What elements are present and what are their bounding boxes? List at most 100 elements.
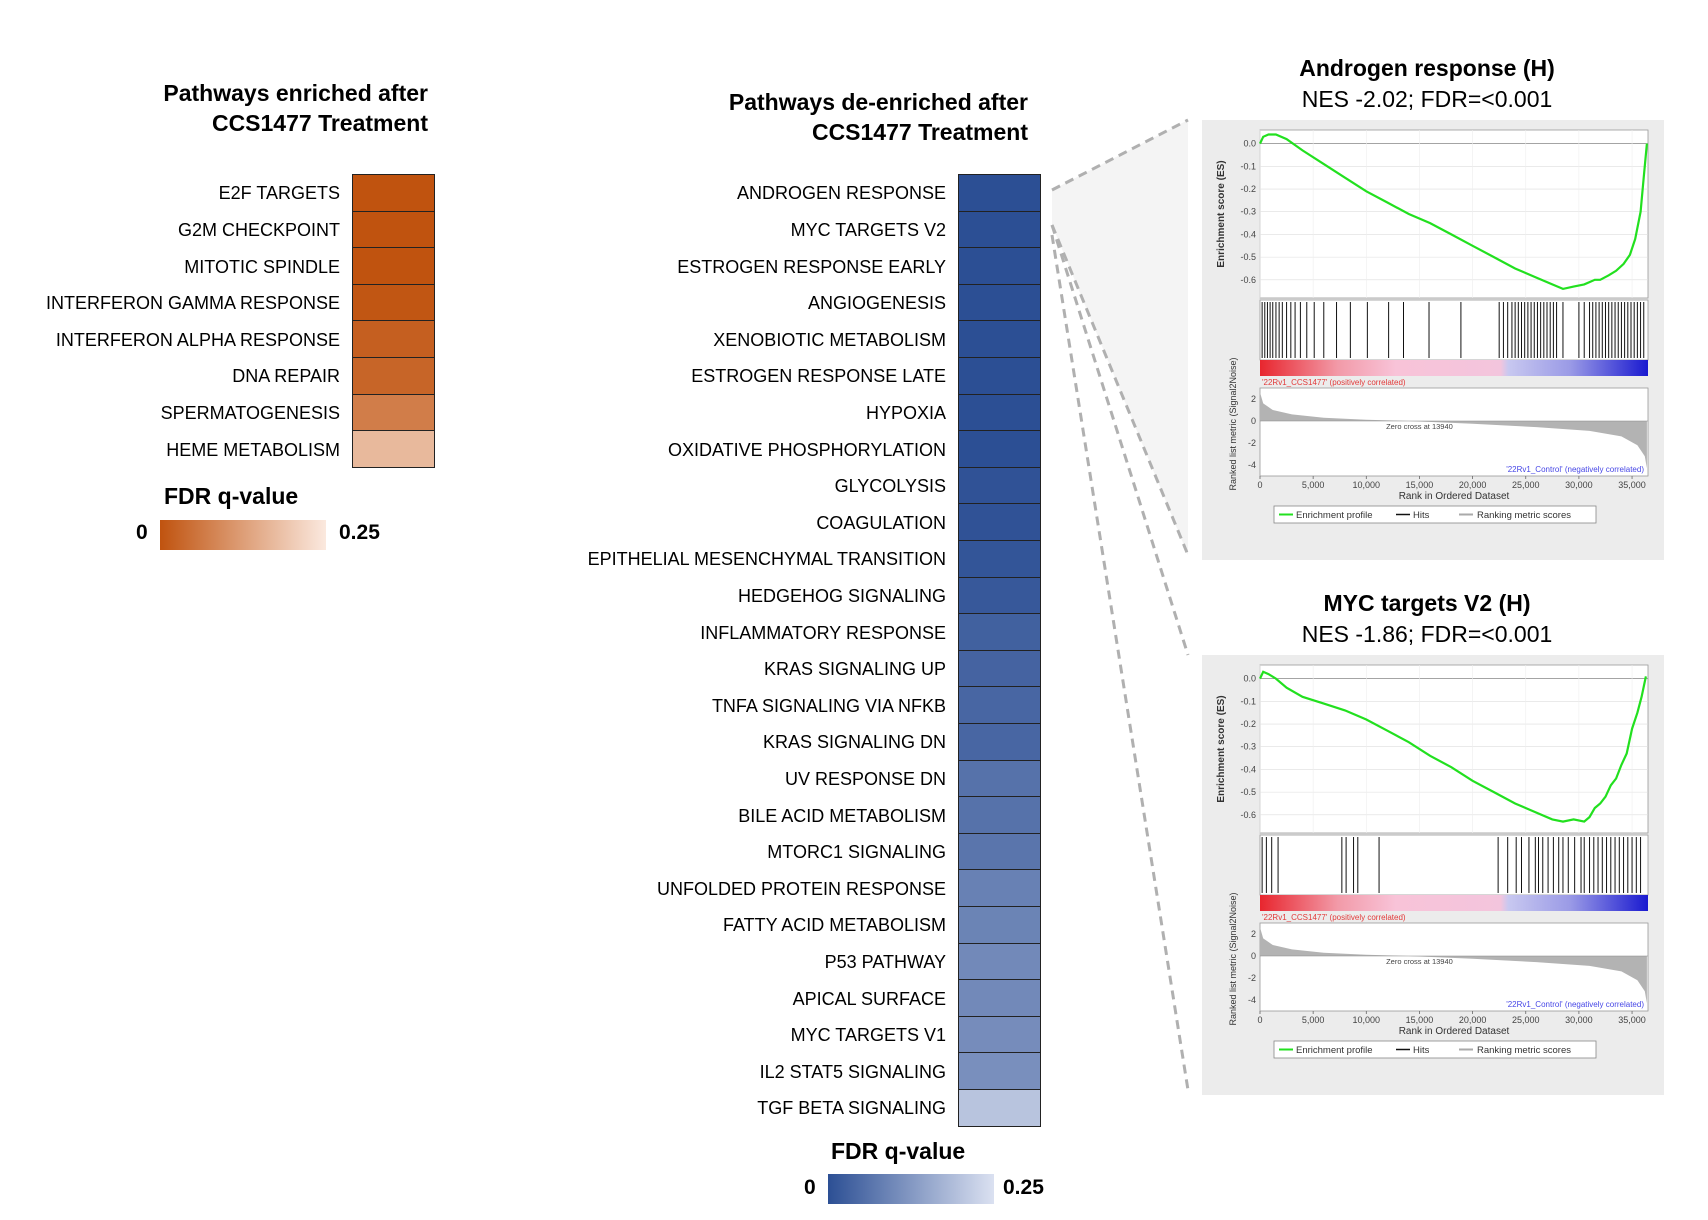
es-tick-label: -0.1 bbox=[1240, 696, 1256, 706]
x-tick-label: 10,000 bbox=[1353, 1015, 1381, 1025]
negatively-correlated-label: '22Rv1_Control' (negatively correlated) bbox=[1506, 1000, 1644, 1009]
ranking-tick-label: -2 bbox=[1248, 973, 1256, 983]
gsea-androgen-title: Androgen response (H) NES -2.02; FDR=<0.… bbox=[1197, 53, 1657, 114]
heatmap-row-label: E2F TARGETS bbox=[218, 183, 340, 204]
ranking-panel bbox=[1259, 922, 1649, 1012]
x-tick-label: 25,000 bbox=[1512, 1015, 1540, 1025]
heatmap-cell bbox=[958, 210, 1041, 249]
es-tick-label: -0.1 bbox=[1240, 161, 1256, 171]
heatmap-row-label: OXIDATIVE PHOSPHORYLATION bbox=[667, 439, 946, 460]
heatmap-cell bbox=[958, 466, 1041, 505]
heatmap-row-label: UNFOLDED PROTEIN RESPONSE bbox=[656, 878, 946, 899]
enriched-legend-min: 0 bbox=[136, 521, 148, 544]
heatmap-cell bbox=[958, 832, 1041, 871]
heatmap-row-label: FATTY ACID METABOLISM bbox=[722, 915, 946, 936]
heatmap-row-label: INFLAMMATORY RESPONSE bbox=[700, 622, 946, 643]
es-tick-label: 0.0 bbox=[1243, 139, 1256, 149]
gsea-legend-box bbox=[1273, 1040, 1597, 1059]
deenriched-heatmap-title: Pathways de-enriched after CCS1477 Treat… bbox=[640, 87, 1028, 147]
heatmap-row-label: IL2 STAT5 SIGNALING bbox=[759, 1061, 946, 1082]
zero-cross-label: Zero cross at 13940 bbox=[1386, 957, 1453, 966]
heatmap-row-label: DNA REPAIR bbox=[232, 366, 340, 387]
gsea-myc-stats: NES -1.86; FDR=<0.001 bbox=[1301, 621, 1553, 647]
x-tick-label: 0 bbox=[1257, 1015, 1262, 1025]
heatmap-cell bbox=[958, 759, 1041, 798]
heatmap-row-label: ANDROGEN RESPONSE bbox=[736, 183, 946, 204]
es-tick-label: -0.3 bbox=[1240, 207, 1256, 217]
heatmap-cell bbox=[958, 320, 1041, 358]
heatmap-row-label: EPITHELIAL MESENCHYMAL TRANSITION bbox=[587, 549, 946, 570]
heatmap-row-label: P53 PATHWAY bbox=[824, 951, 946, 972]
enriched-legend-colorbar bbox=[160, 520, 326, 550]
positively-correlated-label: '22Rv1_CCS1477' (positively correlated) bbox=[1262, 913, 1406, 922]
hits-panel bbox=[1259, 299, 1649, 361]
deenriched-title-line1: Pathways de-enriched after bbox=[728, 89, 1028, 115]
gsea-androgen-stats: NES -2.02; FDR=<0.001 bbox=[1301, 86, 1553, 112]
deenriched-legend-min: 0 bbox=[804, 1176, 816, 1199]
heatmap-cell bbox=[352, 430, 435, 468]
enriched-legend-title: FDR q-value bbox=[164, 483, 299, 509]
es-panel bbox=[1259, 129, 1649, 299]
es-tick-label: -0.6 bbox=[1240, 810, 1256, 820]
enriched-title-line1: Pathways enriched after bbox=[163, 80, 428, 106]
ranking-tick-label: 0 bbox=[1251, 416, 1256, 426]
heatmap-row-label: KRAS SIGNALING UP bbox=[763, 659, 946, 680]
x-tick-label: 20,000 bbox=[1459, 1015, 1487, 1025]
zero-cross-label: Zero cross at 13940 bbox=[1386, 422, 1453, 431]
heatmap-cell bbox=[352, 283, 435, 322]
enriched-heatmap-title: Pathways enriched after CCS1477 Treatmen… bbox=[100, 78, 428, 138]
heatmap-row-label: BILE ACID METABOLISM bbox=[738, 805, 946, 826]
x-tick-label: 5,000 bbox=[1302, 1015, 1325, 1025]
heatmap-row-label: MITOTIC SPINDLE bbox=[184, 256, 340, 277]
x-tick-label: 15,000 bbox=[1406, 480, 1434, 490]
x-axis-label: Rank in Ordered Dataset bbox=[1399, 1026, 1510, 1037]
legend-hits-label: Hits bbox=[1413, 510, 1430, 521]
heatmap-cell bbox=[958, 979, 1041, 1017]
heatmap-cell bbox=[958, 174, 1041, 212]
heatmap-row-label: ANGIOGENESIS bbox=[807, 293, 946, 314]
heatmap-row-label: G2M CHECKPOINT bbox=[177, 219, 340, 240]
gsea-svg: 0.0 -0.1 -0.2 -0.3 -0.4 -0.5 -0.6 Enrichment sc… bbox=[1202, 120, 1664, 560]
x-tick-label: 25,000 bbox=[1512, 480, 1540, 490]
legend-hits-label: Hits bbox=[1413, 1045, 1430, 1056]
es-tick-label: -0.3 bbox=[1240, 742, 1256, 752]
heatmap-row-label: XENOBIOTIC METABOLISM bbox=[713, 329, 946, 350]
heatmap-cell bbox=[958, 283, 1041, 322]
deenriched-legend-title: FDR q-value bbox=[831, 1138, 966, 1164]
heatmap-row-label: SPERMATOGENESIS bbox=[160, 402, 340, 423]
heatmap-cell bbox=[958, 942, 1041, 981]
heatmap-cell bbox=[958, 906, 1041, 944]
es-tick-label: -0.4 bbox=[1240, 229, 1256, 239]
ranking-tick-label: 2 bbox=[1251, 929, 1256, 939]
es-panel bbox=[1259, 664, 1649, 834]
heatmap-cell bbox=[958, 430, 1041, 468]
es-tick-label: -0.4 bbox=[1240, 764, 1256, 774]
heatmap-cell bbox=[958, 649, 1041, 688]
gsea-myc-title: MYC targets V2 (H) NES -1.86; FDR=<0.001 bbox=[1197, 588, 1657, 649]
heatmap-cell bbox=[958, 796, 1041, 834]
heatmap-row-label: APICAL SURFACE bbox=[792, 988, 946, 1009]
heatmap-cell bbox=[352, 393, 435, 432]
heatmap-cell bbox=[958, 1089, 1041, 1127]
x-tick-label: 35,000 bbox=[1618, 1015, 1646, 1025]
negatively-correlated-label: '22Rv1_Control' (negatively correlated) bbox=[1506, 465, 1644, 474]
heatmap-row-label: ESTROGEN RESPONSE EARLY bbox=[677, 256, 946, 277]
heatmap-row-label: COAGULATION bbox=[816, 512, 946, 533]
x-tick-label: 30,000 bbox=[1565, 480, 1593, 490]
heatmap-row-label: INTERFERON ALPHA RESPONSE bbox=[55, 329, 340, 350]
heatmap-cell bbox=[958, 540, 1041, 578]
heatmap-cell bbox=[958, 247, 1041, 285]
x-axis-label: Rank in Ordered Dataset bbox=[1399, 491, 1510, 502]
ranking-panel bbox=[1259, 387, 1649, 477]
heatmap-cell bbox=[958, 613, 1041, 651]
x-tick-label: 5,000 bbox=[1302, 480, 1325, 490]
heatmap-row-label: KRAS SIGNALING DN bbox=[762, 732, 946, 753]
gsea-androgen-name: Androgen response (H) bbox=[1299, 55, 1555, 81]
heatmap-cell bbox=[352, 357, 435, 395]
ranking-color-band bbox=[1260, 360, 1648, 376]
positively-correlated-label: '22Rv1_CCS1477' (positively correlated) bbox=[1262, 378, 1406, 387]
deenriched-legend-max: 0.25 bbox=[1003, 1176, 1044, 1199]
x-tick-label: 15,000 bbox=[1406, 1015, 1434, 1025]
legend-ranking-label: Ranking metric scores bbox=[1477, 1045, 1571, 1056]
heatmap-row-label: HYPOXIA bbox=[865, 402, 946, 423]
